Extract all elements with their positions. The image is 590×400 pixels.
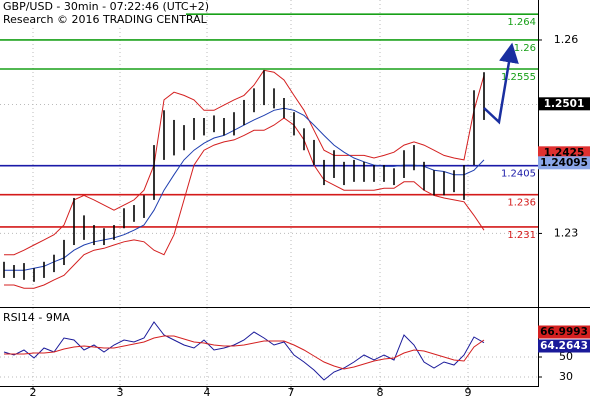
x-tick-label: 4 [204, 386, 211, 399]
indicator-line [4, 69, 485, 256]
x-tick-label: 3 [117, 386, 124, 399]
x-tick-label: 9 [465, 386, 472, 399]
price-label: 1.24095 [540, 157, 588, 169]
price-label-box [538, 97, 590, 111]
x-tick-label: 8 [377, 386, 384, 399]
y-tick-label: 30 [559, 370, 573, 383]
level-label: 1.2555 [501, 72, 536, 83]
x-tick-label: 2 [30, 386, 37, 399]
x-tick-label: 7 [288, 386, 295, 399]
price-label-box [538, 146, 590, 160]
rsi-label: 66.9993 [540, 326, 588, 338]
chart-subtitle: Research © 2016 TRADING CENTRAL [3, 13, 208, 26]
indicator-line [4, 117, 485, 289]
rsi-line [3, 321, 485, 381]
rsi-label-box [538, 325, 590, 339]
level-label: 1.231 [507, 230, 536, 241]
y-tick-label: 1.23 [554, 226, 579, 239]
rsi-label-box [538, 339, 590, 353]
level-label: 1.264 [507, 17, 536, 28]
price-label-box [538, 156, 590, 170]
level-label: 1.2405 [501, 169, 536, 180]
rsi-label: 64.2643 [540, 340, 588, 352]
chart-title: GBP/USD - 30min - 07:22:46 (UTC+2) [3, 0, 209, 13]
rsi-line [4, 335, 485, 370]
price-label: 1.2501 [544, 98, 585, 110]
forecast-arrow [483, 42, 519, 125]
level-label: 1.236 [507, 198, 536, 209]
level-label: 1.26 [514, 43, 536, 54]
rsi-title: RSI14 - 9MA [3, 311, 70, 324]
price-label: 1.2425 [544, 147, 585, 159]
y-tick-label: 50 [559, 350, 573, 363]
title-bg [0, 0, 186, 27]
y-tick-label: 1.26 [554, 33, 579, 46]
